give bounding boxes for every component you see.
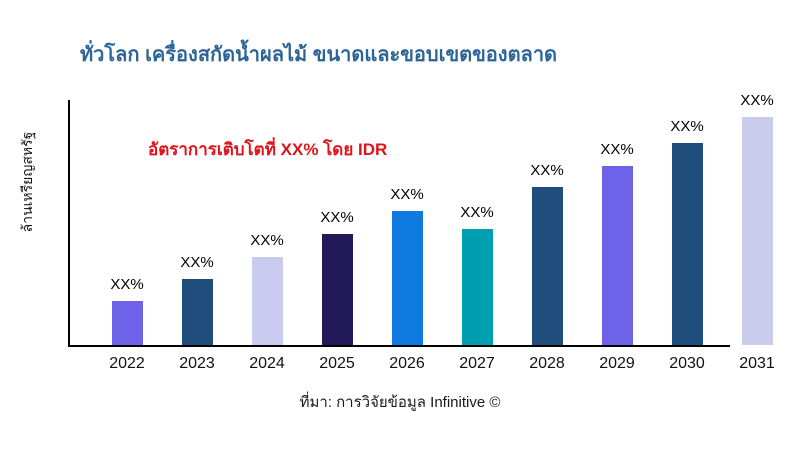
x-tick-label-2029: 2029: [599, 355, 635, 372]
bar-value-label-2023: XX%: [180, 254, 214, 271]
growth-rate-annotation: อัตราการเติบโตที่ XX% โดย IDR: [148, 140, 388, 159]
bar-2029: [601, 166, 633, 345]
bar-value-label-2027: XX%: [460, 204, 494, 221]
bar-2022: [111, 301, 143, 345]
chart-title: ทั่วโลก เครื่องสกัดน้ำผลไม้ ขนาดและขอบเข…: [80, 44, 558, 66]
bar-2028: [531, 187, 563, 345]
bar-2031: [741, 117, 773, 345]
bar-2026: [391, 211, 423, 345]
bar-value-label-2022: XX%: [110, 276, 144, 293]
plot-area: XX% 2022 XX% 2023 XX% 2024 XX% 2025 XX% 2026 XX% 20…: [68, 92, 780, 372]
x-tick-label-2031: 2031: [739, 355, 775, 372]
bar-2025: [321, 234, 353, 345]
x-tick-label-2027: 2027: [459, 355, 495, 372]
bar-2027: [461, 229, 493, 345]
x-tick-label-2028: 2028: [529, 355, 565, 372]
bar-2030: [671, 143, 703, 345]
x-tick-label-2026: 2026: [389, 355, 425, 372]
source-note: ที่มา: การวิจัยข้อมูล Infinitive ©: [299, 394, 501, 411]
bar-value-label-2025: XX%: [320, 209, 354, 226]
bar-value-label-2024: XX%: [250, 232, 284, 249]
x-axis-line: [68, 345, 730, 347]
x-tick-label-2030: 2030: [669, 355, 705, 372]
x-tick-label-2025: 2025: [319, 355, 355, 372]
x-tick-label-2023: 2023: [179, 355, 215, 372]
bar-2024: [251, 257, 283, 345]
bar-value-label-2031: XX%: [740, 92, 774, 109]
bar-value-label-2029: XX%: [600, 141, 634, 158]
y-axis-line: [68, 100, 70, 347]
y-axis-label: ล้านเหรียญสหรัฐ: [19, 131, 35, 233]
bar-value-label-2028: XX%: [530, 162, 564, 179]
bar-value-label-2026: XX%: [390, 186, 424, 203]
x-tick-label-2022: 2022: [109, 355, 145, 372]
bar-value-label-2030: XX%: [670, 118, 704, 135]
x-tick-label-2024: 2024: [249, 355, 285, 372]
bar-2023: [181, 279, 213, 345]
